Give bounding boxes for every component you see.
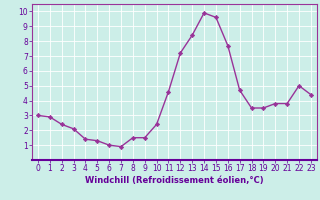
X-axis label: Windchill (Refroidissement éolien,°C): Windchill (Refroidissement éolien,°C) [85, 176, 264, 185]
